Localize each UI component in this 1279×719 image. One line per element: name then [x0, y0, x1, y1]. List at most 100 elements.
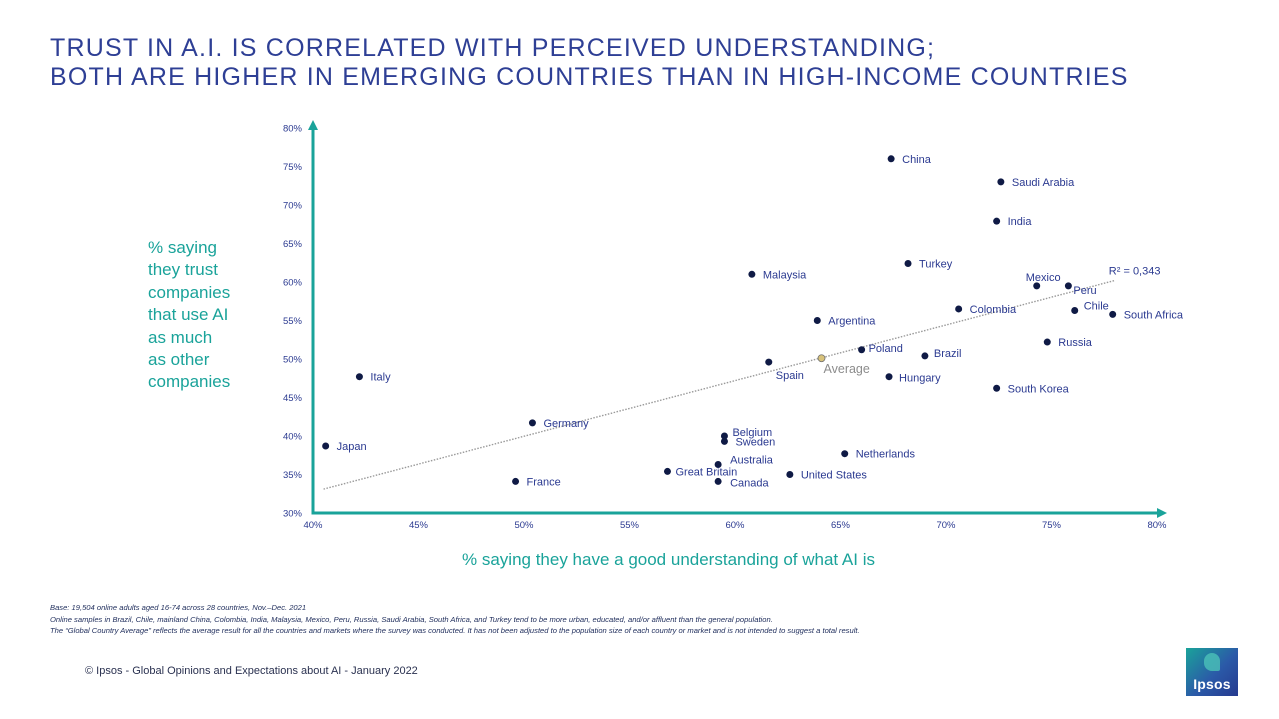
y-axis-title-line: as much — [148, 327, 213, 347]
point-label: Colombia — [970, 304, 1017, 316]
point-label: South Korea — [1008, 383, 1070, 395]
data-point — [322, 442, 330, 450]
y-axis-title-line: companies — [148, 282, 231, 302]
y-axis-title-line: they trust — [148, 260, 218, 280]
y-tick-label: 75% — [283, 162, 303, 173]
data-point — [858, 346, 866, 354]
x-tick-label: 55% — [620, 520, 640, 531]
data-point — [993, 384, 1001, 392]
ipsos-logo: Ipsos — [1186, 648, 1238, 696]
point-label: Netherlands — [856, 449, 916, 461]
average-point — [817, 354, 826, 363]
data-point — [955, 305, 963, 313]
y-tick-label: 65% — [283, 239, 303, 250]
data-point — [1064, 282, 1072, 290]
point-label: Peru — [1073, 285, 1096, 297]
data-point — [993, 217, 1001, 225]
point-label: Spain — [776, 370, 804, 382]
data-point — [813, 317, 821, 324]
y-tick-label: 60% — [283, 278, 303, 289]
x-tick-label: 50% — [514, 520, 534, 531]
data-point — [663, 467, 671, 475]
point-label: Great Britain — [675, 466, 737, 478]
data-point — [887, 155, 895, 163]
x-tick-label: 65% — [831, 520, 851, 531]
ipsos-logo-mark — [1204, 653, 1220, 671]
data-point — [528, 419, 536, 427]
data-point — [921, 352, 929, 360]
point-label: Hungary — [899, 373, 941, 385]
y-tick-label: 40% — [283, 432, 303, 443]
data-point — [512, 477, 520, 485]
footnote-base: Base: 19,504 online adults aged 16-74 ac… — [50, 603, 307, 612]
data-point — [841, 450, 849, 458]
x-tick-label: 75% — [1042, 520, 1062, 531]
point-label: Sweden — [735, 436, 775, 448]
data-point — [1071, 306, 1079, 314]
point-label: Argentina — [828, 316, 876, 328]
data-point — [997, 178, 1005, 186]
x-tick-label: 60% — [725, 520, 745, 531]
point-label: France — [527, 476, 561, 488]
point-label: Australia — [730, 454, 774, 466]
point-label: China — [902, 154, 932, 166]
point-label: Canada — [730, 477, 769, 489]
data-point — [714, 460, 722, 468]
point-label: United States — [801, 470, 868, 482]
x-axis-arrow — [1157, 508, 1167, 518]
x-tick-label: 45% — [409, 520, 429, 531]
point-label: Poland — [869, 343, 903, 355]
y-tick-label: 55% — [283, 316, 303, 327]
y-axis-title: % saying they trust companies that use A… — [148, 237, 258, 394]
point-label: Saudi Arabia — [1012, 177, 1075, 189]
point-label: Belgium — [732, 427, 772, 439]
data-point — [1033, 282, 1041, 290]
data-point — [1109, 310, 1117, 318]
y-tick-label: 45% — [283, 393, 303, 404]
x-tick-label: 80% — [1147, 520, 1167, 531]
point-label: Italy — [370, 372, 391, 384]
y-axis-title-line: % saying — [148, 238, 217, 257]
point-label: Russia — [1058, 337, 1093, 349]
point-label: Turkey — [919, 259, 953, 271]
data-point — [720, 432, 728, 440]
y-tick-label: 80% — [283, 124, 303, 135]
y-axis-title-line: as other — [148, 350, 210, 370]
trendline-r2-label: R² = 0,343 — [1109, 265, 1161, 277]
point-label: Germany — [543, 418, 589, 430]
data-point — [786, 471, 794, 478]
point-label: Brazil — [934, 348, 962, 360]
data-point — [748, 270, 756, 278]
point-label: Chile — [1084, 300, 1109, 312]
average-label: Average — [824, 362, 870, 376]
ipsos-logo-text: Ipsos — [1193, 676, 1231, 692]
data-point — [885, 373, 893, 381]
data-point — [904, 260, 912, 268]
footnotes: Base: 19,504 online adults aged 16-74 ac… — [50, 602, 1230, 637]
trendline — [323, 279, 1115, 490]
y-tick-label: 50% — [283, 355, 303, 366]
data-point — [765, 358, 773, 366]
y-axis-title-line: companies — [148, 372, 231, 392]
data-point — [1043, 338, 1051, 346]
data-point — [355, 373, 363, 381]
title-line-2: BOTH ARE HIGHER IN EMERGING COUNTRIES TH… — [50, 63, 1129, 91]
y-axis-arrow — [308, 120, 318, 130]
y-tick-label: 70% — [283, 201, 303, 212]
x-tick-label: 70% — [936, 520, 956, 531]
y-axis-title-line: that use AI — [148, 305, 229, 325]
footnote-average: The “Global Country Average” reflects th… — [50, 626, 860, 635]
y-tick-label: 30% — [283, 509, 303, 520]
point-label: India — [1008, 216, 1033, 228]
data-point — [720, 437, 728, 445]
point-label: Mexico — [1026, 272, 1061, 284]
x-tick-label: 40% — [303, 520, 323, 531]
slide-title: TRUST IN A.I. IS CORRELATED WITH PERCEIV… — [50, 34, 1129, 92]
data-point — [714, 477, 722, 485]
title-line-1: TRUST IN A.I. IS CORRELATED WITH PERCEIV… — [50, 34, 936, 62]
footer-copyright: © Ipsos - Global Opinions and Expectatio… — [85, 665, 418, 677]
x-axis-title: % saying they have a good understanding … — [462, 550, 875, 569]
point-label: Malaysia — [763, 269, 807, 281]
y-tick-label: 35% — [283, 470, 303, 481]
